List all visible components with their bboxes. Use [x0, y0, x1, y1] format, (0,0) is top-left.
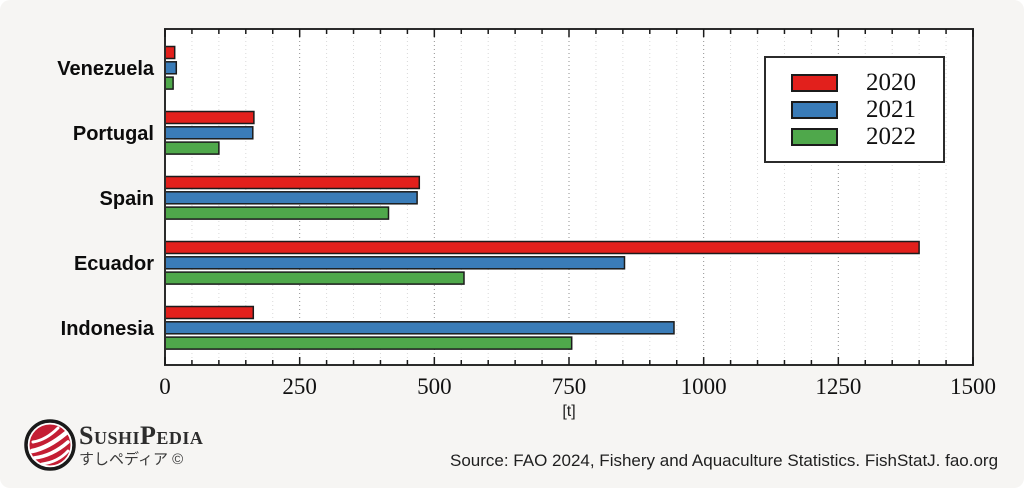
- bar-venezuela-2022: [164, 76, 174, 90]
- category-label-portugal: Portugal: [73, 123, 154, 145]
- legend-swatch-2020: [791, 73, 838, 92]
- category-label-spain: Spain: [100, 188, 154, 210]
- bar-indonesia-2020: [164, 305, 255, 320]
- legend-entry-2020: 2020: [766, 68, 943, 96]
- legend-entry-2022: 2022: [766, 122, 943, 150]
- bar-ecuador-2021: [164, 256, 626, 270]
- x-tick-label-500: 500: [417, 374, 452, 399]
- category-label-ecuador: Ecuador: [74, 253, 154, 275]
- bar-ecuador-2022: [164, 271, 465, 285]
- x-tick-label-1500: 1500: [950, 374, 996, 399]
- chart-legend: 2020 2021 2022: [764, 56, 945, 163]
- bar-spain-2022: [164, 206, 390, 220]
- sushipedia-logo-icon: [24, 419, 76, 471]
- x-tick-label-1000: 1000: [681, 374, 727, 399]
- bar-portugal-2020: [164, 110, 255, 125]
- bar-spain-2021: [164, 191, 418, 205]
- bar-venezuela-2021: [164, 61, 178, 75]
- bar-indonesia-2022: [164, 336, 573, 350]
- x-tick-label-750: 750: [552, 374, 587, 399]
- legend-swatch-2021: [791, 100, 838, 119]
- category-label-indonesia: Indonesia: [61, 318, 155, 340]
- brand-subtitle: すしペディア ©: [79, 451, 184, 468]
- bar-spain-2020: [164, 175, 421, 190]
- brand-block: SushiPedia すしペディア ©: [79, 421, 204, 468]
- x-tick-label-1250: 1250: [815, 374, 861, 399]
- legend-label-2022: 2022: [866, 122, 916, 150]
- brand-name: SushiPedia: [79, 421, 204, 450]
- x-tick-label-0: 0: [159, 374, 171, 399]
- bar-portugal-2022: [164, 141, 220, 155]
- bar-ecuador-2020: [164, 240, 920, 255]
- legend-swatch-2022: [791, 127, 838, 146]
- x-tick-label-250: 250: [282, 374, 317, 399]
- x-axis-unit-label: [t]: [562, 403, 576, 420]
- category-label-venezuela: Venezuela: [57, 58, 155, 80]
- bar-portugal-2021: [164, 126, 254, 140]
- source-attribution: Source: FAO 2024, Fishery and Aquacultur…: [450, 451, 999, 470]
- legend-entry-2021: 2021: [766, 95, 943, 123]
- legend-label-2021: 2021: [866, 95, 916, 123]
- legend-label-2020: 2020: [866, 68, 916, 96]
- bar-indonesia-2021: [164, 321, 675, 335]
- bar-venezuela-2020: [164, 45, 176, 60]
